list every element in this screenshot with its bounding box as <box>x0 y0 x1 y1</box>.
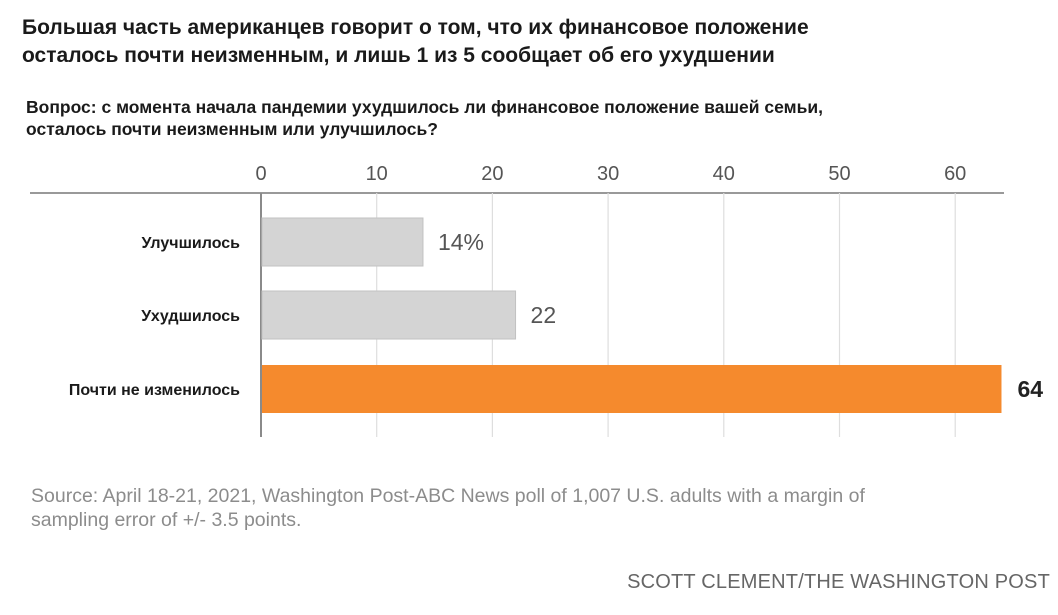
bar[interactable] <box>262 365 1002 413</box>
chart-title-line-1: Большая часть американцев говорит о том,… <box>22 16 809 39</box>
chart-question-line-2: осталось почти неизменным или улучшилось… <box>26 119 438 139</box>
bar[interactable] <box>261 290 517 340</box>
value-label: 14% <box>438 229 484 255</box>
x-tick-label: 20 <box>481 163 503 185</box>
chart-question: Вопрос: с момента начала пандемии ухудши… <box>26 96 1026 140</box>
value-label: 22 <box>531 302 557 328</box>
chart-title: Большая часть американцев говорит о том,… <box>22 14 1032 70</box>
x-tick-label: 0 <box>255 163 266 185</box>
x-tick-label: 50 <box>828 163 850 185</box>
credit-line: SCOTT CLEMENT/THE WASHINGTON POST <box>627 571 1050 593</box>
source-note-line-2: sampling error of +/- 3.5 points. <box>31 509 302 531</box>
x-tick-label: 10 <box>366 163 388 185</box>
source-note: Source: April 18-21, 2021, Washington Po… <box>31 484 1031 532</box>
category-label: Ухудшилось <box>141 308 240 325</box>
category-label: Почти не изменилось <box>69 382 240 399</box>
x-tick-label: 40 <box>713 163 735 185</box>
bar[interactable] <box>261 217 424 267</box>
category-label: Улучшилось <box>141 235 240 252</box>
chart-question-line-1: Вопрос: с момента начала пандемии ухудши… <box>26 97 823 117</box>
source-note-line-1: Source: April 18-21, 2021, Washington Po… <box>31 485 865 507</box>
x-tick-label: 30 <box>597 163 619 185</box>
value-label: 64 <box>1017 376 1043 402</box>
bar-chart: 0 10 20 30 40 50 60 Улучшилось 14% Ухудшилось 22 По… <box>30 163 1043 437</box>
x-tick-label: 60 <box>944 163 966 185</box>
chart-title-line-2: осталось почти неизменным, и лишь 1 из 5… <box>22 44 775 67</box>
